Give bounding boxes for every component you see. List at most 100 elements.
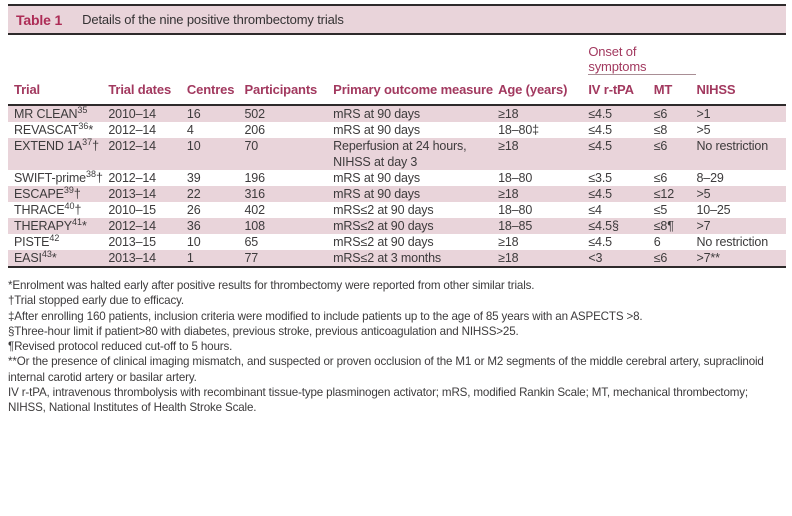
cell-iv-rtpa: ≤4.5§ [588,219,619,233]
cell-participants: 196 [244,171,265,185]
cell-participants: 402 [244,203,265,217]
table-caption: Details of the nine positive thrombectom… [82,12,344,27]
footnotes: *Enrolment was halted early after positi… [8,278,786,416]
trial-footnote-flag: * [51,251,57,265]
table-row: PISTE42 2013–15 10 65 mRS≤2 at 90 days ≥18 ≤4.… [8,233,786,250]
cell-centres: 4 [186,123,194,137]
col-header-iv-rtpa: IV r-tPA [588,74,654,106]
trial-footnote-flag: * [82,219,87,233]
cell-nihss: No restriction [696,139,769,153]
cell-centres: 26 [186,203,201,217]
cell-trial-dates: 2012–14 [108,171,156,185]
cell-centres: 22 [186,187,201,201]
cell-trial-dates: 2010–15 [108,203,156,217]
trials-table: Onset of symptoms Trial Trial dates Cent… [8,44,786,268]
group-header-label: Onset of symptoms [588,44,647,74]
table-row: THRACE40† 2010–15 26 402 mRS≤2 at 90 days 18–… [8,201,786,218]
cell-mt: ≤6 [653,107,668,121]
cell-primary-outcome: mRS at 90 days [333,171,421,185]
table-row: THERAPY41* 2012–14 36 108 mRS≤2 at 90 days 18… [8,217,786,234]
cell-trial: ESCAPE39† [8,184,108,202]
table-row: EXTEND 1A37† 2012–14 10 70 Reperfusion at 24… [8,136,786,170]
table-row: ESCAPE39† 2013–14 22 316 mRS at 90 days ≥18 ≤4… [8,184,786,202]
cell-participants: 65 [244,235,259,249]
cell-trial: THRACE40† [8,201,108,218]
cell-mt: ≤6 [653,171,668,185]
cell-primary-outcome: mRS≤2 at 90 days [333,203,434,217]
cell-iv-rtpa: ≤4.5 [588,139,612,153]
cell-iv-rtpa: <3 [588,250,654,268]
cell-age: 18–80 [498,171,533,185]
col-header-primary-outcome: Primary outcome measure [333,74,499,106]
trial-footnote-flag: * [88,123,94,137]
footnote-line: **Or the presence of clinical imaging mi… [8,355,764,384]
col-header-nihss: NIHSS [696,74,786,106]
cell-trial: EXTEND 1A37† [8,136,108,170]
cell-primary-outcome: Reperfusion at 24 hours, NIHSS at day 3 [333,139,467,169]
cell-participants: 502 [244,107,265,121]
cell-centres: 36 [186,219,201,233]
cell-mt: 6 [653,235,661,249]
table-row: SWIFT-prime38† 2012–14 39 196 mRS at 90 days… [8,169,786,186]
group-header-onset-of-symptoms: Onset of symptoms [588,44,697,75]
trial-reference-number: 39 [63,184,74,195]
cell-centres: 10 [186,235,201,249]
cell-primary-outcome: mRS at 90 days [333,187,421,201]
cell-centres: 10 [186,139,201,153]
trial-footnote-flag: † [95,171,103,185]
cell-age: 18–85 [498,219,533,233]
trial-reference-number: 36 [78,120,89,131]
cell-participants: 70 [244,139,259,153]
trial-name: EXTEND 1A [14,139,83,153]
footnote-line: ‡After enrolling 160 patients, inclusion… [8,309,643,323]
cell-nihss: No restriction [696,235,769,249]
cell-age: ≥18 [498,250,589,268]
cell-trial: REVASCAT36* [8,120,108,138]
cell-age: ≥18 [498,187,519,201]
cell-trial-dates: 2013–14 [108,187,156,201]
footnote-line: †Trial stopped early due to efficacy. [8,294,184,308]
trial-name: MR CLEAN [14,107,78,121]
trial-footnote-flag: † [92,139,99,153]
trial-reference-number: 35 [77,104,88,115]
cell-age: 18–80‡ [498,123,539,137]
cell-iv-rtpa: ≤4.5 [588,187,612,201]
cell-iv-rtpa: ≤4.5 [588,107,612,121]
table-number-label: Table 1 [16,11,63,28]
trial-name: PISTE [14,235,50,249]
cell-age: 18–80 [498,203,533,217]
cell-trial-dates: 2013–14 [108,250,187,268]
col-header-trial-dates: Trial dates [108,74,187,106]
cell-participants: 206 [244,123,265,137]
cell-age: ≥18 [498,107,519,121]
cell-trial-dates: 2010–14 [108,107,156,121]
cell-participants: 316 [244,187,265,201]
cell-trial: MR CLEAN35 [8,105,108,122]
trial-name: THERAPY [14,219,72,233]
footnote-line: §Three-hour limit if patient>80 with dia… [8,324,519,338]
trial-reference-number: 37 [82,136,93,147]
cell-mt: ≤8 [653,123,668,137]
footnote-line: IV r-tPA, intravenous thrombolysis with … [8,386,748,415]
table-row: REVASCAT36* 2012–14 4 206 mRS at 90 days 18–8… [8,120,786,138]
col-header-mt: MT [653,74,697,106]
cell-primary-outcome: mRS≤2 at 90 days [333,219,434,233]
cell-primary-outcome: mRS at 90 days [333,107,421,121]
trial-footnote-flag: † [74,203,82,217]
table-body: MR CLEAN35 2010–14 16 502 mRS at 90 days ≥18 ≤… [8,105,786,268]
table-row: MR CLEAN35 2010–14 16 502 mRS at 90 days ≥18 ≤… [8,105,786,122]
trial-name: SWIFT-prime [14,171,86,185]
table-title-bar: Table 1 Details of the nine positive thr… [8,4,786,35]
trial-name: REVASCAT [14,123,79,137]
trial-name: EASI [14,251,42,265]
cell-nihss: >5 [696,123,711,137]
cell-participants: 108 [244,219,265,233]
cell-iv-rtpa: ≤4 [588,203,602,217]
cell-iv-rtpa: ≤3.5 [588,171,612,185]
cell-nihss: >1 [696,107,711,121]
cell-trial: PISTE42 [8,233,108,250]
col-header-centres: Centres [186,74,245,106]
cell-mt: ≤6 [653,250,697,268]
cell-mt: ≤8¶ [653,219,674,233]
